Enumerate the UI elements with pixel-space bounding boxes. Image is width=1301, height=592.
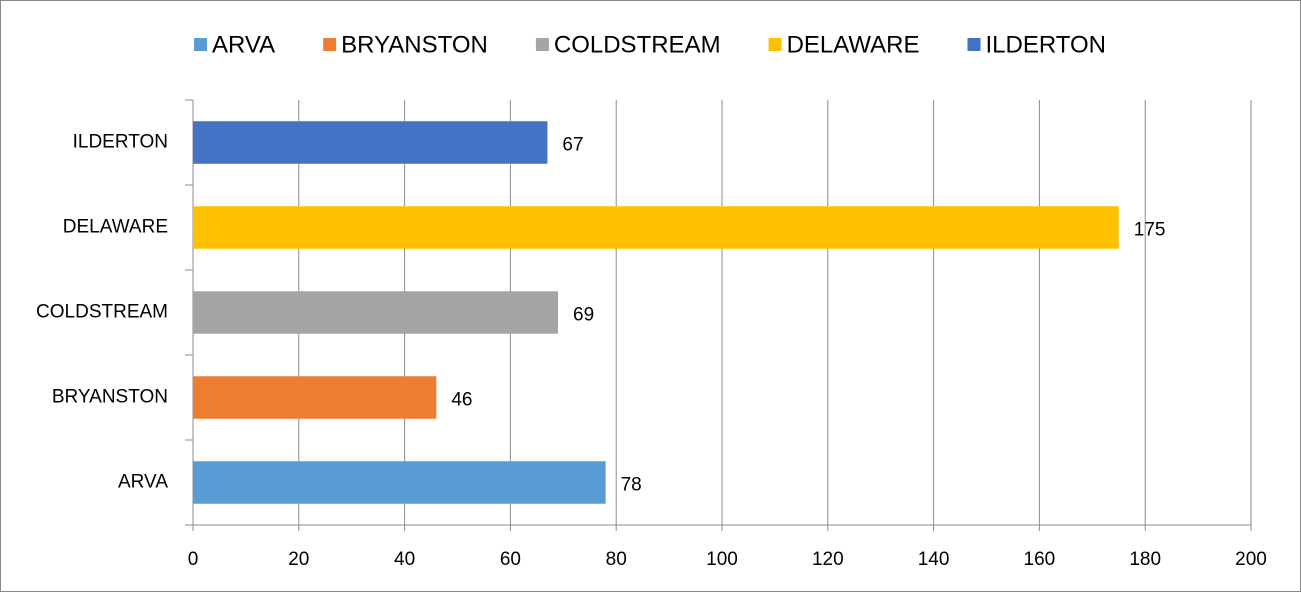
legend-swatch [194, 38, 208, 51]
legend-label: COLDSTREAM [554, 31, 721, 58]
bar [193, 121, 548, 164]
legend-swatch [323, 38, 337, 51]
bar [193, 206, 1119, 249]
bar [193, 291, 559, 334]
value-label: 46 [451, 390, 472, 411]
legend-swatch [768, 38, 782, 51]
x-tick-label: 160 [1024, 549, 1056, 570]
x-tick-label: 200 [1235, 549, 1267, 570]
x-tick-label: 60 [500, 549, 521, 570]
y-tick-label: BRYANSTON [52, 387, 168, 408]
y-tick-label: ILDERTON [73, 132, 168, 153]
x-tick-label: 0 [188, 549, 199, 570]
legend-swatch [535, 38, 549, 51]
y-tick-label: DELAWARE [63, 217, 168, 238]
x-tick-label: 40 [394, 549, 415, 570]
x-tick-label: 20 [288, 549, 309, 570]
legend-label: ARVA [212, 31, 275, 58]
legend-swatch [967, 38, 981, 51]
y-tick-label: ARVA [118, 472, 168, 493]
x-tick-label: 80 [606, 549, 627, 570]
legend-label: ILDERTON [985, 31, 1105, 58]
value-label: 67 [562, 135, 583, 156]
bar [193, 461, 606, 504]
value-label: 69 [573, 305, 594, 326]
x-tick-label: 100 [706, 549, 738, 570]
legend-label: DELAWARE [787, 31, 920, 58]
y-tick-label: COLDSTREAM [36, 302, 168, 323]
value-label: 175 [1134, 220, 1166, 241]
x-tick-label: 180 [1129, 549, 1161, 570]
value-label: 78 [621, 475, 642, 496]
x-tick-label: 120 [812, 549, 844, 570]
bar [193, 376, 437, 419]
legend-label: BRYANSTON [341, 31, 488, 58]
x-tick-label: 140 [918, 549, 950, 570]
